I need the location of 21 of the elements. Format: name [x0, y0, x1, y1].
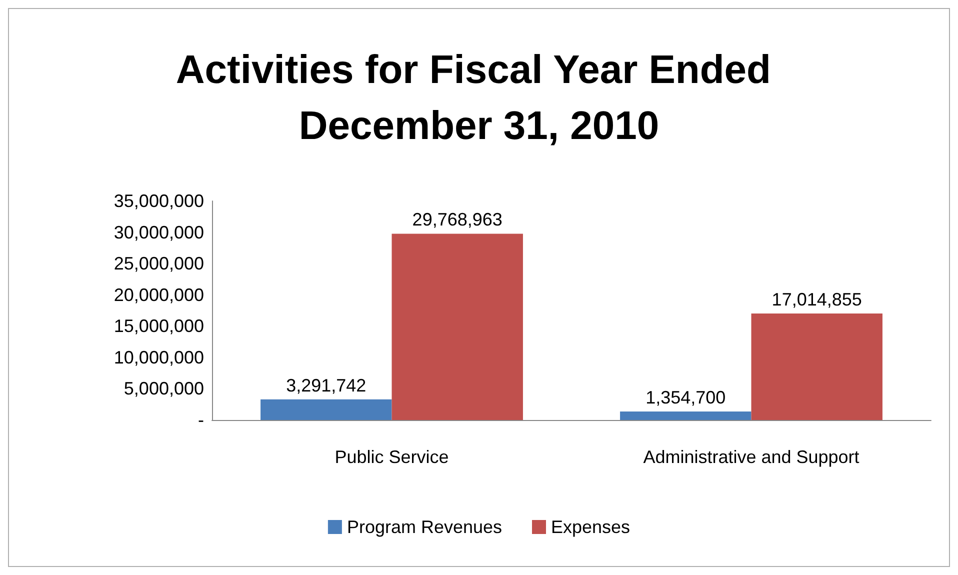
y-tick-label: 15,000,000 [114, 316, 204, 336]
y-tick-label: 5,000,000 [124, 378, 204, 399]
y-tick-label: 10,000,000 [114, 347, 204, 368]
y-tick-label: - [198, 410, 204, 430]
y-tick-label: 35,000,000 [114, 191, 204, 211]
y-tick-label: 25,000,000 [114, 254, 204, 274]
data-label: 29,768,963 [412, 210, 502, 230]
x-tick-label: Administrative and Support [643, 447, 860, 467]
bar [751, 314, 882, 420]
legend-label: Program Revenues [346, 517, 502, 537]
bar [620, 412, 752, 420]
bar [260, 399, 392, 420]
data-label: 1,354,700 [646, 388, 726, 408]
x-tick-label: Public Service [334, 447, 449, 467]
bar [392, 234, 523, 420]
y-tick-label: 30,000,000 [114, 222, 204, 242]
legend-label: Expenses [551, 517, 630, 537]
data-label: 3,291,742 [286, 375, 366, 396]
chart-title: Activities for Fiscal Year Ended December 31, 2010 [176, 48, 782, 148]
data-label: 17,014,855 [772, 290, 862, 310]
y-tick-label: 20,000,000 [114, 284, 204, 305]
